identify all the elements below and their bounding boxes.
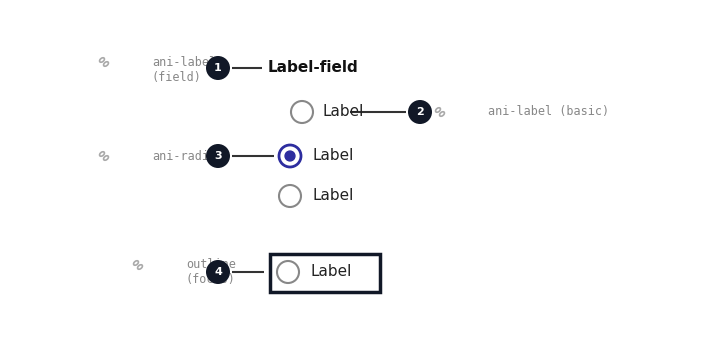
Circle shape xyxy=(277,261,299,283)
Text: ani-radio: ani-radio xyxy=(152,150,216,162)
Text: Label: Label xyxy=(322,104,363,120)
Circle shape xyxy=(279,145,301,167)
Text: Label: Label xyxy=(312,149,353,163)
Text: 4: 4 xyxy=(214,267,222,277)
Text: 2: 2 xyxy=(416,107,424,117)
Text: (focus): (focus) xyxy=(186,274,236,287)
Circle shape xyxy=(206,144,230,168)
Text: Label: Label xyxy=(310,264,352,280)
Text: 1: 1 xyxy=(214,63,222,73)
Circle shape xyxy=(206,260,230,284)
Text: ani-label: ani-label xyxy=(152,55,216,68)
Text: 3: 3 xyxy=(214,151,222,161)
Text: Label: Label xyxy=(312,189,353,203)
Circle shape xyxy=(206,56,230,80)
Text: ani-label (basic): ani-label (basic) xyxy=(488,106,609,119)
Text: (field): (field) xyxy=(152,72,202,84)
Circle shape xyxy=(285,151,295,161)
Circle shape xyxy=(408,100,432,124)
Circle shape xyxy=(291,101,313,123)
Text: outline: outline xyxy=(186,258,236,271)
Circle shape xyxy=(279,185,301,207)
Text: Label-field: Label-field xyxy=(268,60,359,76)
